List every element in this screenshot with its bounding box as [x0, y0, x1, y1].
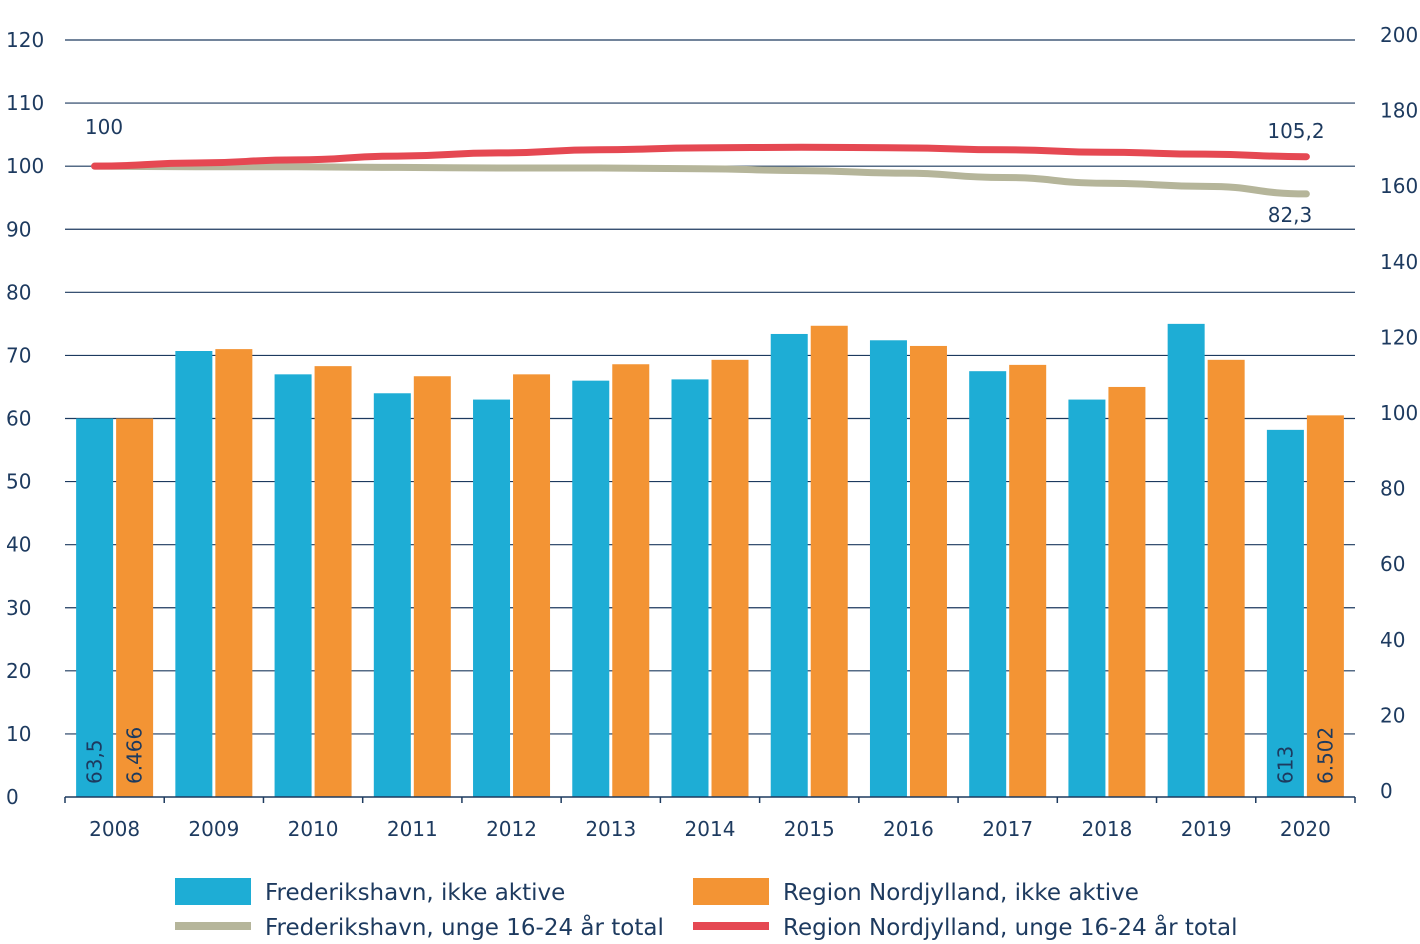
left-tick-label-50: 50 [6, 470, 31, 494]
right-tick-label-20: 20 [1380, 703, 1405, 727]
bar-frederikshavn-2016 [869, 340, 907, 797]
legend-swatch-1 [693, 878, 769, 905]
left-tick-label-40: 40 [6, 533, 31, 557]
bar-region-2012 [513, 374, 551, 797]
left-tick-label-120: 120 [6, 28, 44, 52]
line-region-unge [91, 143, 1310, 170]
bar-region-2013 [612, 364, 650, 797]
line-end-label-region: 105,2 [1267, 119, 1324, 143]
bar-frederikshavn-2011 [373, 393, 411, 797]
data-label-2008-frederikshavn: 63,5 [83, 739, 107, 784]
bar-frederikshavn-2017 [969, 371, 1007, 797]
x-tick-label-2018: 2018 [1081, 817, 1132, 841]
x-tick-label-2011: 2011 [387, 817, 438, 841]
legend-swatch-0 [175, 878, 251, 905]
x-tick-label-2008: 2008 [89, 817, 140, 841]
bar-frederikshavn-2010 [274, 374, 312, 797]
left-tick-label-0: 0 [6, 785, 19, 809]
bar-region-2014 [711, 359, 749, 797]
left-tick-label-30: 30 [6, 596, 31, 620]
bar-region-2018 [1108, 386, 1146, 797]
left-tick-label-20: 20 [6, 659, 31, 683]
bar-frederikshavn-2015 [770, 333, 808, 797]
annotations: 63,5 6.466 613 6.502 100 105,2 82,3 [83, 115, 1338, 784]
bar-region-2019 [1207, 359, 1245, 797]
x-tick-label-2016: 2016 [883, 817, 934, 841]
bar-region-2009 [215, 349, 253, 797]
lines [91, 143, 1310, 198]
gridlines [65, 39, 1355, 735]
x-tick-label-2019: 2019 [1181, 817, 1232, 841]
data-label-2020-region: 6.502 [1313, 727, 1337, 784]
x-tick-label-2020: 2020 [1280, 817, 1331, 841]
bar-region-2011 [413, 376, 451, 797]
data-label-2020-frederikshavn: 613 [1273, 746, 1297, 784]
x-tick-label-2014: 2014 [685, 817, 736, 841]
x-tick-label-2017: 2017 [982, 817, 1033, 841]
legend-swatch-2 [175, 922, 251, 930]
right-tick-label-60: 60 [1380, 552, 1405, 576]
bar-frederikshavn-2019 [1167, 323, 1205, 797]
bar-region-2015 [810, 325, 848, 797]
right-tick-label-180: 180 [1380, 99, 1418, 123]
bar-region-2008 [116, 418, 154, 797]
line-start-label: 100 [85, 115, 123, 139]
legend-label-3: Region Nordjylland, unge 16-24 år total [783, 913, 1237, 941]
right-tick-label-0: 0 [1380, 779, 1393, 803]
right-tick-label-40: 40 [1380, 628, 1405, 652]
bars [76, 323, 1344, 797]
left-tick-label-110: 110 [6, 91, 44, 115]
bar-region-2016 [909, 345, 947, 797]
x-tick-label-2015: 2015 [784, 817, 835, 841]
line-end-label-frederikshavn: 82,3 [1268, 203, 1313, 227]
legend-label-1: Region Nordjylland, ikke aktive [783, 880, 1139, 906]
bar-frederikshavn-2014 [671, 379, 709, 797]
bar-frederikshavn-2013 [572, 380, 610, 797]
right-tick-label-140: 140 [1380, 250, 1418, 274]
x-tick-label-2013: 2013 [585, 817, 636, 841]
x-tick-label-2010: 2010 [288, 817, 339, 841]
bar-frederikshavn-2018 [1068, 399, 1106, 797]
bar-frederikshavn-2009 [175, 351, 213, 797]
left-tick-label-70: 70 [6, 343, 31, 367]
x-tick-label-2012: 2012 [486, 817, 537, 841]
axes: 0 10 20 30 40 50 60 70 80 90 100 110 120 0 20 40 60 80 100… [6, 23, 1418, 841]
bar-frederikshavn-2020 [1266, 429, 1304, 797]
legend-swatch-3 [693, 922, 769, 930]
right-tick-label-80: 80 [1380, 477, 1405, 501]
bar-frederikshavn-2008 [76, 418, 114, 797]
right-tick-label-200: 200 [1380, 23, 1418, 47]
bar-region-2020 [1306, 415, 1344, 797]
left-tick-label-90: 90 [6, 217, 31, 241]
bar-frederikshavn-2012 [473, 399, 511, 797]
legend-label-2: Frederikshavn, unge 16-24 år total [265, 913, 664, 941]
legend-label-0: Frederikshavn, ikke aktive [265, 880, 565, 906]
left-tick-label-100: 100 [6, 154, 44, 178]
right-tick-label-100: 100 [1380, 401, 1418, 425]
right-tick-label-120: 120 [1380, 325, 1418, 349]
bar-region-2010 [314, 366, 352, 797]
x-tick-label-2009: 2009 [188, 817, 239, 841]
left-tick-label-60: 60 [6, 407, 31, 431]
left-tick-label-80: 80 [6, 280, 31, 304]
line-frederikshavn-unge [91, 162, 1310, 198]
bar-region-2017 [1009, 364, 1047, 797]
data-label-2008-region: 6.466 [123, 727, 147, 784]
legend: Frederikshavn, ikke aktive Region Nordjyl… [175, 878, 1237, 941]
right-tick-label-160: 160 [1380, 174, 1418, 198]
left-tick-label-10: 10 [6, 722, 31, 746]
